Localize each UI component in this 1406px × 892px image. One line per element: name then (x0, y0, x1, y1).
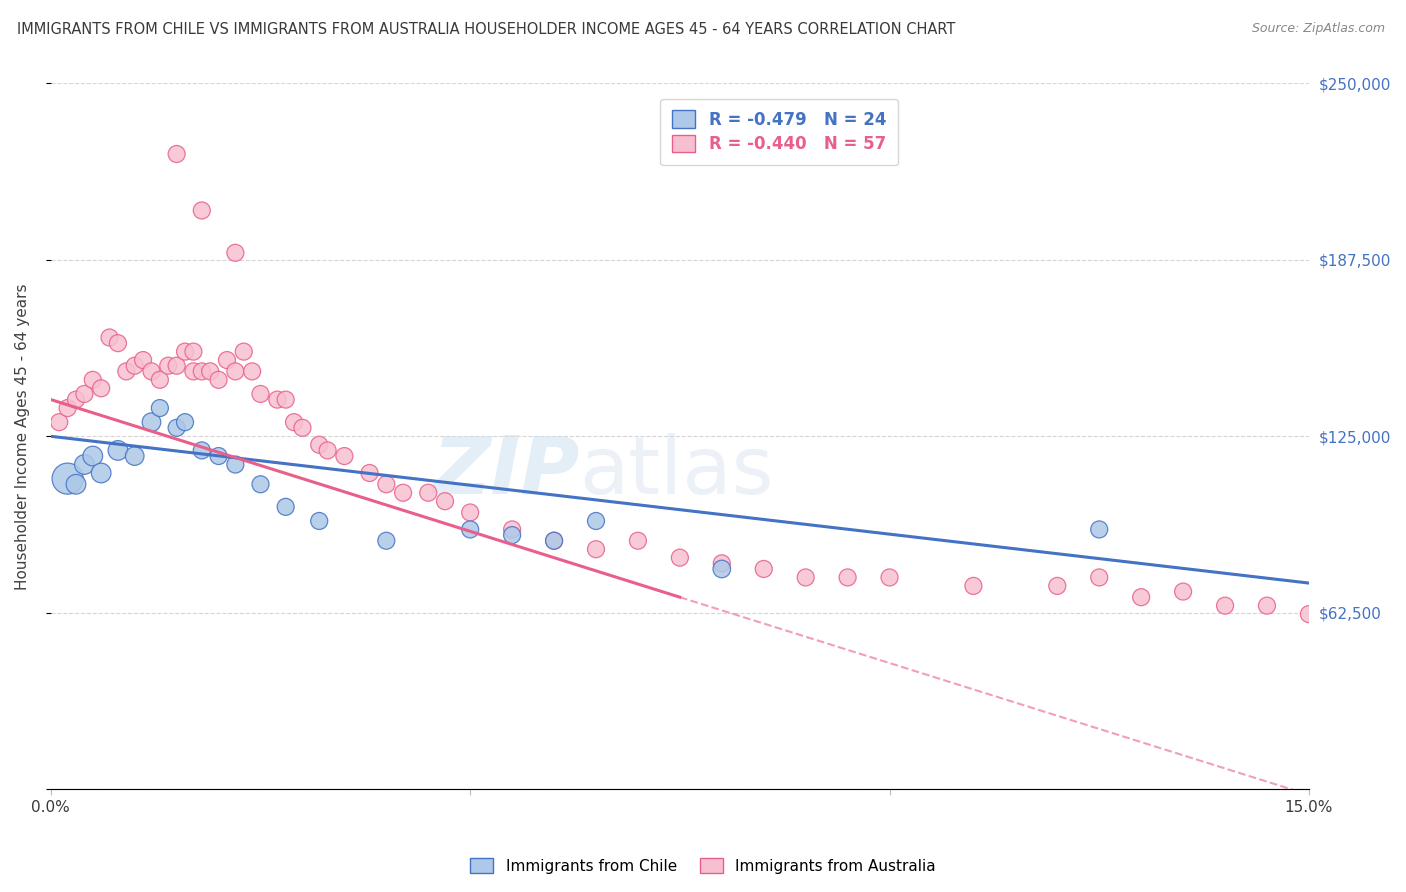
Point (585, 542, 607, 557)
Point (141, 415, 163, 429)
Point (191, 364, 214, 378)
Point (73, 458, 96, 472)
Point (249, 387, 271, 401)
Point (98, 330, 121, 344)
Point (240, 364, 263, 378)
Point (249, 477, 271, 491)
Point (207, 449, 229, 463)
Point (1256, 599, 1278, 613)
Point (141, 364, 163, 378)
Point (82, 449, 104, 463)
Point (107, 443, 129, 458)
Point (418, 485, 440, 500)
Text: Source: ZipAtlas.com: Source: ZipAtlas.com (1251, 22, 1385, 36)
Point (375, 477, 398, 491)
Text: IMMIGRANTS FROM CHILE VS IMMIGRANTS FROM AUSTRALIA HOUSEHOLDER INCOME AGES 45 - : IMMIGRANTS FROM CHILE VS IMMIGRANTS FROM… (17, 22, 955, 37)
Point (115, 364, 138, 378)
Point (333, 449, 356, 463)
Point (434, 494, 457, 508)
Point (501, 523, 523, 537)
Point (157, 359, 180, 373)
Point (359, 466, 381, 480)
Point (232, 344, 254, 359)
Point (65, 392, 87, 407)
Point (215, 353, 238, 368)
Point (316, 443, 339, 458)
Point (124, 359, 146, 373)
Point (752, 562, 775, 576)
Point (166, 421, 188, 435)
Point (283, 415, 305, 429)
Point (1046, 579, 1069, 593)
Y-axis label: Householder Income Ages 45 - 64 years: Householder Income Ages 45 - 64 years (15, 283, 30, 590)
Point (1298, 607, 1320, 621)
Point (1088, 570, 1111, 584)
Point (183, 344, 205, 359)
Point (198, 364, 221, 378)
Point (73, 387, 96, 401)
Text: atlas: atlas (579, 433, 773, 510)
Point (308, 514, 330, 528)
Point (458, 523, 481, 537)
Point (107, 336, 129, 351)
Point (149, 401, 172, 415)
Point (166, 147, 188, 161)
Point (543, 533, 565, 548)
Point (458, 506, 481, 520)
Point (375, 533, 398, 548)
Point (90, 381, 112, 395)
Point (794, 570, 817, 584)
Point (174, 344, 197, 359)
Point (65, 477, 87, 491)
Point (48, 415, 70, 429)
Point (1088, 523, 1111, 537)
Point (149, 373, 172, 387)
Point (174, 415, 197, 429)
Point (879, 570, 901, 584)
Point (1171, 584, 1194, 599)
Point (962, 579, 984, 593)
Point (56, 401, 79, 415)
Legend: Immigrants from Chile, Immigrants from Australia: Immigrants from Chile, Immigrants from A… (464, 852, 942, 880)
Point (585, 514, 607, 528)
Point (132, 353, 155, 368)
Point (191, 203, 214, 218)
Point (308, 438, 330, 452)
Point (392, 485, 415, 500)
Point (266, 392, 288, 407)
Point (90, 466, 112, 480)
Point (56, 472, 79, 486)
Point (274, 500, 297, 514)
Point (183, 364, 205, 378)
Point (291, 421, 314, 435)
Point (124, 449, 146, 463)
Point (274, 392, 297, 407)
Point (82, 373, 104, 387)
Point (710, 562, 733, 576)
Point (669, 550, 692, 565)
Point (501, 528, 523, 542)
Point (224, 458, 246, 472)
Legend: R = -0.479   N = 24, R = -0.440   N = 57: R = -0.479 N = 24, R = -0.440 N = 57 (661, 99, 898, 165)
Point (1213, 599, 1236, 613)
Point (710, 557, 733, 571)
Point (1130, 590, 1153, 604)
Point (191, 443, 214, 458)
Point (207, 373, 229, 387)
Point (224, 364, 246, 378)
Point (627, 533, 650, 548)
Point (543, 533, 565, 548)
Point (224, 245, 246, 260)
Point (166, 359, 188, 373)
Text: ZIP: ZIP (432, 433, 579, 510)
Point (837, 570, 859, 584)
